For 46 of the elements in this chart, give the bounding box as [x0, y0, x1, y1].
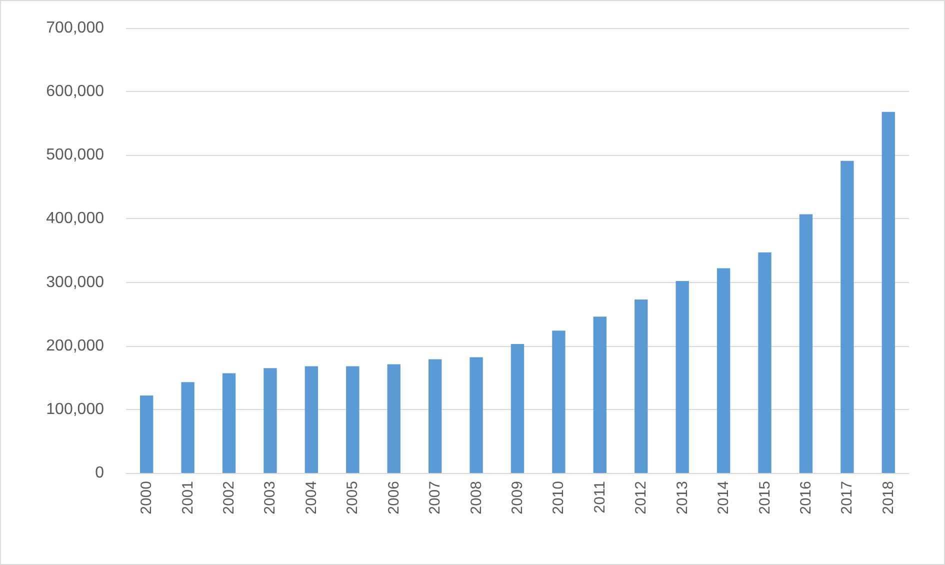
x-tick-label: 2006	[385, 481, 402, 514]
y-tick-label: 600,000	[46, 83, 104, 100]
y-tick-label: 700,000	[46, 20, 104, 36]
x-tick-label: 2005	[344, 481, 362, 514]
bar	[840, 160, 854, 473]
y-tick-label: 300,000	[46, 274, 104, 291]
x-tick-label: 2017	[838, 481, 856, 514]
y-tick-label: 200,000	[46, 337, 104, 354]
bar	[552, 330, 566, 473]
bar	[634, 299, 648, 473]
bar	[346, 366, 360, 473]
bar	[264, 368, 277, 473]
x-tick-label: 2010	[550, 481, 568, 514]
x-tick-label: 2002	[220, 481, 238, 514]
x-tick-label: 2014	[715, 481, 732, 514]
y-tick-label: 0	[95, 464, 104, 482]
bar	[140, 395, 154, 473]
bar	[181, 382, 194, 473]
x-tick-label: 2007	[426, 481, 444, 514]
bar	[470, 357, 483, 473]
y-tick-label: 400,000	[46, 210, 104, 228]
x-tick-label: 2004	[302, 481, 320, 514]
x-tick-label: 2018	[880, 481, 897, 514]
x-tick-label: 2009	[509, 481, 526, 514]
bar	[882, 112, 895, 473]
x-tick-label: 2001	[179, 481, 196, 514]
bar	[304, 366, 318, 473]
x-tick-label: 2011	[591, 481, 608, 514]
x-tick-label: 2015	[756, 481, 774, 514]
x-tick-label: 2013	[674, 481, 691, 514]
y-tick-label: 500,000	[46, 146, 104, 164]
x-tick-label: 2012	[632, 481, 650, 514]
x-tick-label: 2003	[262, 481, 279, 514]
x-tick-label: 2000	[138, 481, 156, 514]
bar	[758, 252, 772, 473]
x-tick-label: 2008	[468, 481, 485, 514]
bar	[716, 268, 730, 473]
bar	[799, 214, 813, 473]
bar	[510, 344, 524, 473]
x-tick-label: 2016	[797, 481, 814, 514]
bar	[222, 373, 236, 473]
bar	[428, 359, 442, 473]
bar	[676, 281, 689, 473]
bar	[593, 316, 607, 473]
bar	[387, 364, 400, 473]
y-tick-label: 100,000	[46, 400, 104, 418]
